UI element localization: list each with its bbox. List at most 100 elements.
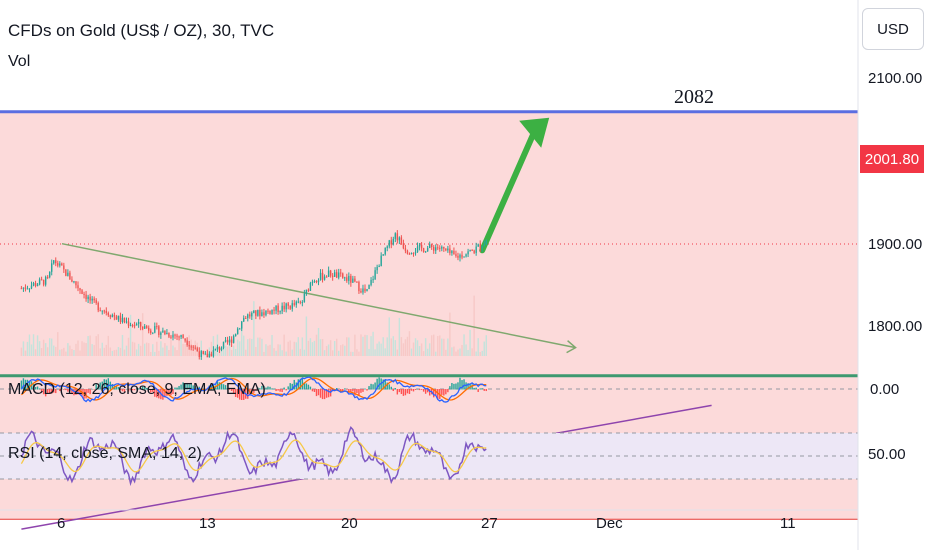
candle-body bbox=[206, 353, 209, 358]
macd-histogram-bar bbox=[168, 389, 170, 396]
candle-body bbox=[410, 253, 413, 255]
candle-body bbox=[137, 322, 140, 325]
volume-bar bbox=[160, 341, 162, 356]
macd-histogram-bar bbox=[154, 389, 156, 397]
macd-histogram-bar bbox=[319, 389, 322, 398]
falling-trendline bbox=[61, 242, 576, 349]
macd-histogram-bar bbox=[172, 389, 174, 395]
macd-histogram-bar bbox=[354, 389, 356, 396]
volume-bar bbox=[289, 340, 291, 356]
volume-bar bbox=[51, 338, 53, 356]
macd-histogram-bar bbox=[117, 387, 120, 390]
candle-body bbox=[131, 325, 134, 327]
macd-histogram-bar bbox=[287, 386, 289, 390]
volume-bar bbox=[281, 350, 283, 356]
volume-bar bbox=[79, 350, 81, 356]
volume-bar bbox=[156, 341, 158, 356]
volume-bar bbox=[103, 347, 105, 356]
volume-bar bbox=[277, 344, 279, 356]
candle-body bbox=[424, 251, 427, 253]
macd-histogram-bar bbox=[348, 389, 350, 393]
volume-bar bbox=[234, 348, 237, 356]
macd-histogram-bar bbox=[390, 386, 392, 390]
macd-histogram-bar bbox=[87, 389, 89, 393]
macd-histogram-bar bbox=[228, 389, 231, 390]
volume-bar bbox=[26, 341, 29, 356]
macd-histogram-bar bbox=[164, 389, 166, 398]
candle-body bbox=[67, 272, 69, 276]
candle-body bbox=[135, 324, 138, 326]
volume-bar bbox=[178, 339, 180, 356]
candle-body bbox=[42, 279, 45, 285]
candle-body bbox=[447, 248, 449, 251]
volume-bar bbox=[424, 338, 427, 356]
candle-body bbox=[69, 272, 71, 280]
volume-bar bbox=[180, 338, 182, 356]
macd-histogram-bar bbox=[309, 386, 312, 390]
macd-histogram-bar bbox=[433, 389, 435, 398]
candle-body bbox=[154, 326, 156, 333]
volume-bar bbox=[402, 343, 405, 356]
volume-bar bbox=[168, 349, 170, 356]
macd-histogram-bar bbox=[467, 383, 469, 390]
candle-body bbox=[445, 248, 447, 251]
macd-histogram-bar bbox=[402, 389, 405, 396]
volume-bar bbox=[241, 320, 243, 356]
candle-body bbox=[168, 332, 170, 337]
candle-body bbox=[38, 279, 41, 285]
candle-body bbox=[439, 247, 441, 249]
macd-histogram-bar bbox=[453, 383, 455, 390]
macd-histogram-bar bbox=[283, 387, 285, 390]
candle-body bbox=[319, 272, 322, 281]
volume-bar bbox=[471, 348, 473, 356]
macd-histogram-bar bbox=[394, 388, 397, 390]
volume-bar bbox=[263, 351, 265, 356]
candle-body bbox=[441, 246, 443, 249]
volume-bar bbox=[287, 341, 289, 356]
candle-body bbox=[477, 244, 479, 247]
candle-body bbox=[370, 279, 372, 285]
volume-bar bbox=[91, 344, 93, 356]
macd-histogram-bar bbox=[57, 388, 59, 390]
volume-bar bbox=[451, 347, 453, 356]
volume-bar bbox=[182, 343, 184, 356]
candle-body bbox=[73, 281, 75, 283]
macd-label: MACD (12, 26, close, 9, EMA, EMA) bbox=[8, 381, 266, 398]
volume-bar bbox=[113, 350, 116, 356]
macd-histogram-bar bbox=[416, 388, 419, 390]
macd-histogram-bar bbox=[426, 389, 429, 393]
volume-bar bbox=[44, 343, 47, 356]
volume-bar bbox=[73, 350, 75, 356]
volume-bar bbox=[352, 351, 354, 356]
macd-histogram-bar bbox=[386, 382, 388, 390]
macd-histogram-bar bbox=[338, 389, 340, 390]
candle-body bbox=[412, 253, 415, 255]
macd-histogram-bar bbox=[362, 389, 364, 392]
candle-body bbox=[299, 301, 302, 303]
candle-body bbox=[277, 305, 279, 313]
macd-histogram-bar bbox=[111, 384, 114, 390]
volume-bar bbox=[152, 344, 154, 356]
candle-body bbox=[208, 353, 211, 358]
macd-histogram-bar bbox=[327, 389, 330, 398]
candle-body bbox=[59, 263, 61, 266]
macd-histogram-bar bbox=[366, 389, 368, 391]
candle-body bbox=[182, 335, 184, 339]
currency-button[interactable]: USD bbox=[862, 8, 924, 50]
macd-histogram-bar bbox=[255, 389, 257, 391]
rsi-axis-label: 50.00 bbox=[868, 446, 906, 463]
macd-histogram-bar bbox=[230, 389, 233, 391]
volume-bar bbox=[392, 336, 395, 356]
candle-body bbox=[259, 309, 261, 317]
macd-histogram-bar bbox=[129, 389, 132, 390]
macd-histogram-bar bbox=[123, 389, 126, 393]
volume-bar bbox=[279, 344, 281, 356]
macd-histogram-bar bbox=[22, 378, 25, 390]
volume-bar bbox=[437, 336, 439, 356]
macd-histogram-bar bbox=[91, 388, 93, 390]
volume-bar bbox=[301, 337, 304, 356]
macd-histogram-bar bbox=[59, 389, 61, 392]
volume-bar bbox=[176, 350, 178, 356]
volume-bar bbox=[247, 339, 249, 356]
